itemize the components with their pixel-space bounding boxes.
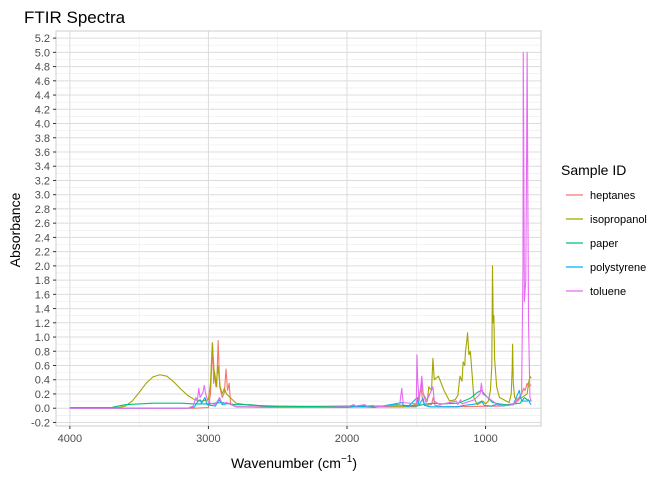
- panel-border: [55, 30, 542, 427]
- y-tick-label: 0.6: [35, 361, 50, 373]
- x-axis: 4000 3000 2000 1000: [58, 426, 498, 445]
- y-tick-label: 4.8: [35, 62, 50, 74]
- legend-label-paper: paper: [590, 238, 618, 250]
- y-tick-label: 3.6: [35, 147, 50, 159]
- y-tick-label: 1.2: [35, 318, 50, 330]
- y-tick-label: 2.2: [35, 247, 50, 259]
- x-axis-title-main: Wavenumber (cm: [231, 455, 341, 471]
- legend: Sample ID heptanes isopropanol paper polyst…: [561, 162, 647, 298]
- grid-major-lines: [56, 31, 541, 426]
- y-tick-label: 1.4: [35, 304, 50, 316]
- y-tick-label: 1.0: [35, 332, 50, 344]
- x-tick-label: 3000: [196, 433, 220, 445]
- y-tick-label: 2.8: [35, 204, 50, 216]
- x-tick-label: 2000: [335, 433, 359, 445]
- grid-minor-lines: [56, 31, 541, 426]
- y-tick-label: 3.2: [35, 175, 50, 187]
- y-tick-label: 1.6: [35, 289, 50, 301]
- y-tick-label: 3.4: [35, 161, 50, 173]
- x-axis-title-superscript: −1: [341, 454, 353, 465]
- y-tick-label: 3.0: [35, 190, 50, 202]
- legend-title: Sample ID: [561, 162, 626, 178]
- y-tick-label: 2.0: [35, 261, 50, 273]
- legend-item-isopropanol: isopropanol: [566, 214, 647, 226]
- legend-items: heptanes isopropanol paper polystyrene tolue…: [566, 190, 647, 298]
- y-axis: -0.2 0.0 0.2 0.4 0.6 0.8 1.0 1.2 1.4 1.6 1.8 2.0 2.2…: [31, 33, 56, 429]
- series-line-toluene: [69, 51, 532, 409]
- x-tick-label: 1000: [473, 433, 497, 445]
- y-tick-label: 4.2: [35, 104, 50, 116]
- legend-label-heptanes: heptanes: [590, 190, 636, 202]
- x-axis-title-close: ): [352, 455, 357, 471]
- legend-item-polystyrene: polystyrene: [566, 262, 646, 274]
- y-tick-label: 3.8: [35, 133, 50, 145]
- series-layer: [69, 51, 532, 409]
- y-tick-label: 4.4: [35, 90, 50, 102]
- y-tick-label: 0.0: [35, 403, 50, 415]
- y-tick-label: 2.4: [35, 232, 50, 244]
- legend-item-paper: paper: [566, 238, 618, 250]
- legend-label-polystyrene: polystyrene: [590, 262, 646, 274]
- y-tick-label: 1.8: [35, 275, 50, 287]
- legend-label-isopropanol: isopropanol: [590, 214, 647, 226]
- y-tick-label: 5.2: [35, 33, 50, 45]
- y-tick-label: 5.0: [35, 47, 50, 59]
- y-tick-label: 0.2: [35, 389, 50, 401]
- x-axis-title: Wavenumber (cm−1): [231, 454, 357, 471]
- legend-label-toluene: toluene: [590, 286, 626, 298]
- y-tick-label: 4.6: [35, 76, 50, 88]
- chart-title: FTIR Spectra: [24, 8, 126, 27]
- y-tick-label: 0.8: [35, 346, 50, 358]
- legend-item-toluene: toluene: [566, 286, 626, 298]
- legend-item-heptanes: heptanes: [566, 190, 636, 202]
- y-tick-label: -0.2: [31, 417, 50, 429]
- y-axis-title: Absorbance: [7, 192, 23, 267]
- y-tick-label: 0.4: [35, 375, 50, 387]
- series-line-isopropanol: [69, 265, 532, 409]
- y-tick-label: 4.0: [35, 119, 50, 131]
- x-tick-label: 4000: [58, 433, 82, 445]
- y-tick-label: 2.6: [35, 218, 50, 230]
